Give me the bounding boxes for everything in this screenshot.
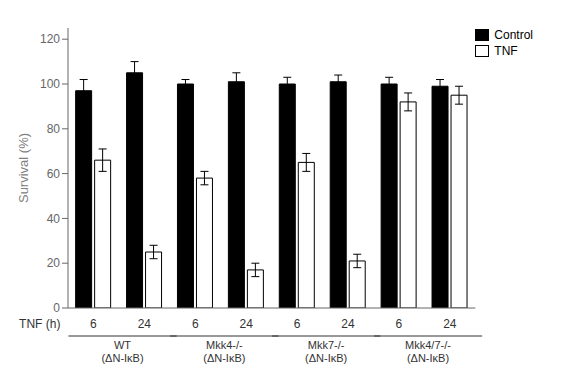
svg-text:(ΔN-IκB): (ΔN-IκB) (305, 352, 347, 364)
svg-text:6: 6 (192, 317, 199, 331)
svg-text:(ΔN-IκB): (ΔN-IκB) (203, 352, 245, 364)
svg-text:120: 120 (40, 32, 60, 46)
svg-text:6: 6 (396, 317, 403, 331)
svg-text:80: 80 (47, 122, 61, 136)
svg-text:24: 24 (341, 317, 355, 331)
svg-text:24: 24 (138, 317, 152, 331)
svg-text:24: 24 (240, 317, 254, 331)
svg-text:6: 6 (90, 317, 97, 331)
svg-text:Survival (%): Survival (%) (16, 133, 31, 203)
svg-text:100: 100 (40, 77, 60, 91)
svg-text:0: 0 (53, 301, 60, 315)
svg-text:6: 6 (294, 317, 301, 331)
svg-text:Mkk7-/-: Mkk7-/- (308, 339, 345, 351)
svg-text:(ΔN-IκB): (ΔN-IκB) (101, 352, 143, 364)
svg-text:WT: WT (114, 339, 131, 351)
html-text:Control: Control (494, 28, 533, 42)
svg-text:20: 20 (47, 256, 61, 270)
svg-text:(ΔN-IκB): (ΔN-IκB) (407, 352, 449, 364)
svg-text:60: 60 (47, 167, 61, 181)
svg-text:40: 40 (47, 212, 61, 226)
svg-text:Mkk4-/-: Mkk4-/- (206, 339, 243, 351)
html-text:TNF: TNF (494, 44, 518, 58)
svg-text:TNF (h): TNF (h) (19, 317, 60, 331)
svg-text:Mkk4/7-/-: Mkk4/7-/- (405, 339, 451, 351)
svg-text:24: 24 (443, 317, 457, 331)
